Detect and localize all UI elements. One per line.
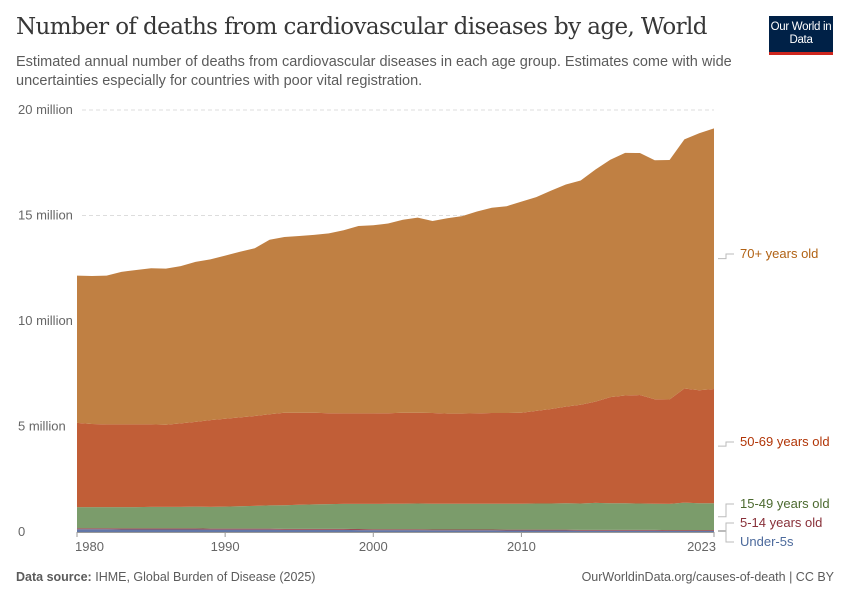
y-tick-label: 20 million: [18, 102, 73, 117]
label-connector: [718, 253, 734, 260]
area-5-14-years-old: [77, 528, 714, 531]
series-label: Under-5s: [740, 534, 794, 549]
x-tick-label: 2023: [687, 539, 716, 554]
area-70-years-old: [77, 128, 714, 425]
logo-text: Our World in Data: [770, 21, 832, 46]
series-label: 50-69 years old: [740, 434, 830, 449]
x-tick-label: 2000: [359, 539, 388, 554]
label-connector: [718, 503, 734, 518]
label-connector: [718, 441, 734, 447]
source-text[interactable]: IHME, Global Burden of Disease (2025): [95, 570, 316, 584]
series-label: 5-14 years old: [740, 515, 822, 530]
area-15-49-years-old: [77, 502, 714, 531]
y-tick-label: 15 million: [18, 208, 73, 223]
label-connector: [718, 530, 734, 543]
y-tick-label: 0: [18, 524, 25, 539]
series-label: 70+ years old: [740, 246, 818, 261]
data-source: Data source: IHME, Global Burden of Dise…: [16, 570, 315, 584]
owid-logo[interactable]: Our World in Data: [769, 16, 833, 55]
chart-subtitle: Estimated annual number of deaths from c…: [16, 54, 732, 89]
x-tick-label: 2010: [507, 539, 536, 554]
chart-title: Number of deaths from cardiovascular dis…: [16, 14, 707, 40]
area-under-5s: [77, 529, 714, 532]
footer-url[interactable]: OurWorldinData.org/causes-of-death | CC …: [581, 570, 834, 584]
source-label: Data source:: [16, 570, 92, 584]
y-tick-label: 5 million: [18, 419, 66, 434]
area-50-69-years-old: [77, 388, 714, 508]
y-tick-label: 10 million: [18, 313, 73, 328]
x-tick-label: 1990: [211, 539, 240, 554]
label-connector: [718, 522, 734, 532]
series-label: 15-49 years old: [740, 496, 830, 511]
x-tick-label: 1980: [75, 539, 104, 554]
